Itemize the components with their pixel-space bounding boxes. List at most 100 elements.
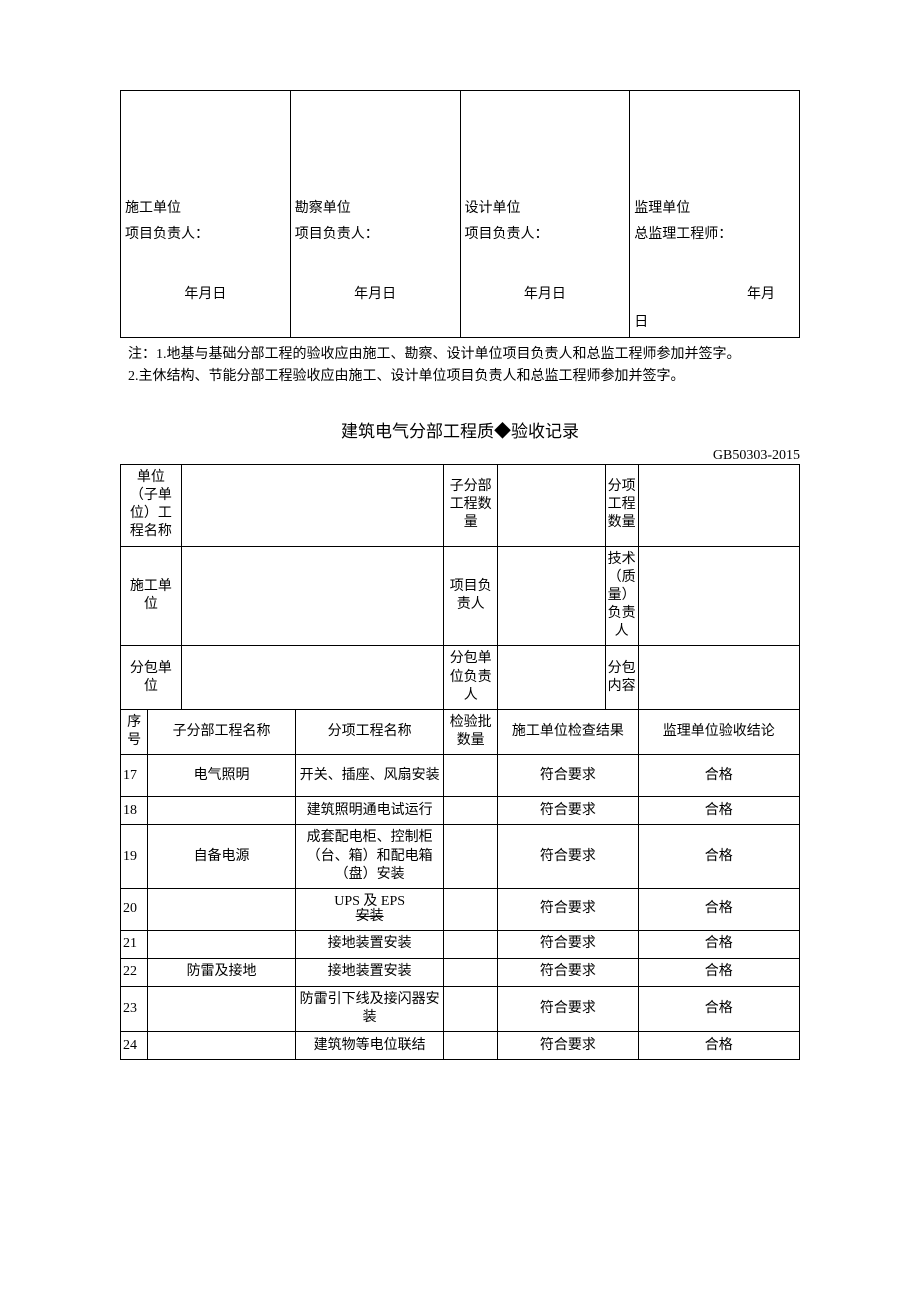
hdr-construction-unit-value	[181, 546, 443, 646]
sig-cell-survey: 勘察单位 项目负责人： 年月日	[290, 91, 460, 338]
cell-subpart	[148, 1032, 296, 1060]
table-row: 单位（子单位）工程名称 子分部工程数量 分项工程数量	[121, 464, 800, 546]
cell-item: 接地装置安装	[296, 930, 444, 958]
table-row: 21 接地装置安装 符合要求 合格	[121, 930, 800, 958]
cell-item: 接地装置安装	[296, 958, 444, 986]
acceptance-record-table: 单位（子单位）工程名称 子分部工程数量 分项工程数量 施工单位 项目负责人 技术…	[120, 464, 800, 1061]
cell-item: UPS 及 EPS安装	[296, 888, 444, 930]
cell-seq: 23	[121, 986, 148, 1031]
cell-subpart: 防雷及接地	[148, 958, 296, 986]
cell-batch	[444, 958, 498, 986]
hdr-subcontract-unit: 分包单位	[121, 646, 182, 710]
cell-batch	[444, 825, 498, 889]
cell-subpart	[148, 888, 296, 930]
hdr-item-count-value	[638, 464, 799, 546]
sig-unit-label: 监理单位	[634, 197, 795, 217]
sig-date: 年月日	[125, 273, 286, 303]
cell-accept: 合格	[638, 825, 799, 889]
cell-accept: 合格	[638, 930, 799, 958]
hdr-project-manager: 项目负责人	[444, 546, 498, 646]
cell-batch	[444, 888, 498, 930]
cell-check: 符合要求	[498, 958, 638, 986]
th-item-name: 分项工程名称	[296, 710, 444, 755]
cell-subpart	[148, 986, 296, 1031]
cell-check: 符合要求	[498, 1032, 638, 1060]
cell-check: 符合要求	[498, 930, 638, 958]
cell-batch	[444, 797, 498, 825]
table-header-row: 序号 子分部工程名称 分项工程名称 检验批数量 施工单位检查结果 监理单位验收结…	[121, 710, 800, 755]
cell-subpart	[148, 797, 296, 825]
hdr-subcontract-manager: 分包单位负责人	[444, 646, 498, 710]
hdr-tech-manager-value	[638, 546, 799, 646]
hdr-subpart-count-value	[498, 464, 605, 546]
cell-check: 符合要求	[498, 986, 638, 1031]
th-check-result: 施工单位检查结果	[498, 710, 638, 755]
cell-item: 成套配电柜、控制柜（台、箱）和配电箱（盘）安装	[296, 825, 444, 889]
sig-person-label: 项目负责人：	[125, 223, 286, 243]
cell-batch	[444, 1032, 498, 1060]
cell-accept: 合格	[638, 1032, 799, 1060]
note-line-2: 2.主休结构、节能分部工程验收应由施工、设计单位项目负责人和总监工程师参加并签字…	[128, 366, 800, 388]
hdr-subcontract-manager-value	[498, 646, 605, 710]
hdr-subpart-count: 子分部工程数量	[444, 464, 498, 546]
cell-seq: 18	[121, 797, 148, 825]
cell-item: 建筑照明通电试运行	[296, 797, 444, 825]
cell-seq: 24	[121, 1032, 148, 1060]
th-accept-result: 监理单位验收结论	[638, 710, 799, 755]
cell-seq: 21	[121, 930, 148, 958]
note-line-1: 注：1.地基与基础分部工程的验收应由施工、勘察、设计单位项目负责人和总监工程师参…	[128, 344, 800, 366]
cell-seq: 19	[121, 825, 148, 889]
notes-block: 注：1.地基与基础分部工程的验收应由施工、勘察、设计单位项目负责人和总监工程师参…	[120, 344, 800, 389]
sig-date: 年月日	[465, 273, 626, 303]
sig-unit-label: 勘察单位	[295, 197, 456, 217]
cell-check: 符合要求	[498, 825, 638, 889]
th-seq: 序号	[121, 710, 148, 755]
table-row: 施工单位 项目负责人 技术（质量）负责人	[121, 546, 800, 646]
hdr-item-count: 分项工程数量	[605, 464, 638, 546]
hdr-subcontract-unit-value	[181, 646, 443, 710]
sig-cell-design: 设计单位 项目负责人： 年月日	[460, 91, 630, 338]
cell-check: 符合要求	[498, 797, 638, 825]
sig-unit-label: 设计单位	[465, 197, 626, 217]
sig-person-label: 总监理工程师：	[634, 223, 795, 243]
cell-subpart: 自备电源	[148, 825, 296, 889]
cell-batch	[444, 986, 498, 1031]
cell-seq: 20	[121, 888, 148, 930]
cell-accept: 合格	[638, 797, 799, 825]
hdr-project-manager-value	[498, 546, 605, 646]
sig-cell-construction: 施工单位 项目负责人： 年月日	[121, 91, 291, 338]
cell-check: 符合要求	[498, 888, 638, 930]
table-row: 17 电气照明 开关、插座、风扇安装 符合要求 合格	[121, 755, 800, 797]
signature-table: 施工单位 项目负责人： 年月日 勘察单位 项目负责人： 年月日 设计单位 项目负…	[120, 90, 800, 338]
cell-accept: 合格	[638, 958, 799, 986]
sig-cell-supervisor: 监理单位 总监理工程师： 年月 日	[630, 91, 800, 338]
hdr-project-name-value	[181, 464, 443, 546]
cell-subpart	[148, 930, 296, 958]
sig-unit-label: 施工单位	[125, 197, 286, 217]
cell-item: 建筑物等电位联结	[296, 1032, 444, 1060]
standard-code: GB50303-2015	[120, 448, 800, 464]
table-row: 23 防雷引下线及接闪器安装 符合要求 合格	[121, 986, 800, 1031]
cell-check: 符合要求	[498, 755, 638, 797]
cell-item: 防雷引下线及接闪器安装	[296, 986, 444, 1031]
table-row: 19 自备电源 成套配电柜、控制柜（台、箱）和配电箱（盘）安装 符合要求 合格	[121, 825, 800, 889]
hdr-subcontract-content-value	[638, 646, 799, 710]
hdr-subcontract-content: 分包内容	[605, 646, 638, 710]
hdr-construction-unit: 施工单位	[121, 546, 182, 646]
cell-item: 开关、插座、风扇安装	[296, 755, 444, 797]
sig-person-label: 项目负责人：	[295, 223, 456, 243]
hdr-project-name: 单位（子单位）工程名称	[121, 464, 182, 546]
cell-batch	[444, 930, 498, 958]
cell-seq: 17	[121, 755, 148, 797]
th-subpart-name: 子分部工程名称	[148, 710, 296, 755]
cell-batch	[444, 755, 498, 797]
hdr-tech-manager: 技术（质量）负责人	[605, 546, 638, 646]
table-row: 20 UPS 及 EPS安装 符合要求 合格	[121, 888, 800, 930]
table-row: 18 建筑照明通电试运行 符合要求 合格	[121, 797, 800, 825]
document-title: 建筑电气分部工程质◆验收记录	[120, 417, 800, 442]
cell-accept: 合格	[638, 986, 799, 1031]
cell-seq: 22	[121, 958, 148, 986]
cell-accept: 合格	[638, 755, 799, 797]
table-row: 22 防雷及接地 接地装置安装 符合要求 合格	[121, 958, 800, 986]
sig-person-label: 项目负责人：	[465, 223, 626, 243]
